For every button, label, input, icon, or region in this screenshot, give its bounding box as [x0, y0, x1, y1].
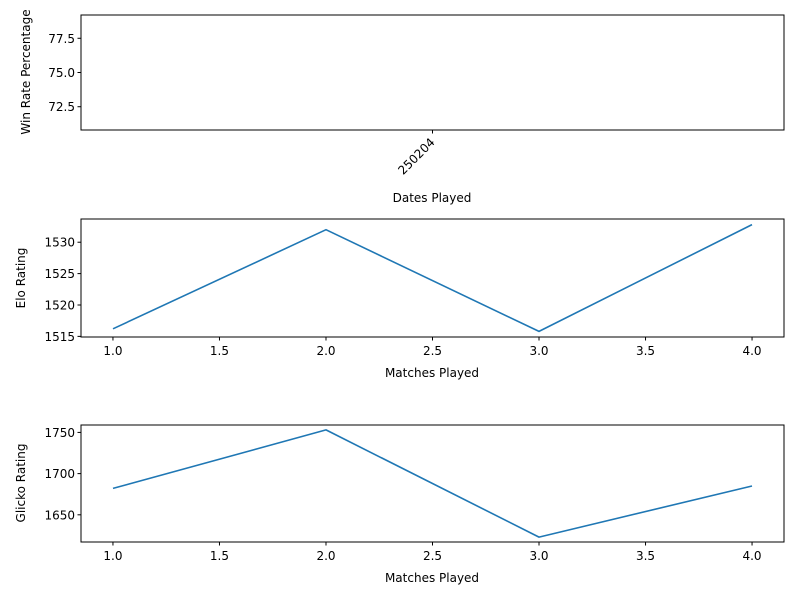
glicko-rating-y-ticks: 1650 1700 1750: [44, 426, 81, 522]
elo-rating-y-ticks: 1515 1520 1525 1530: [44, 236, 81, 344]
elo-rating-y-tick-label: 1525: [44, 267, 75, 281]
win-rate-y-axis-label: Win Rate Percentage: [19, 9, 33, 134]
elo-rating-y-tick-label: 1515: [44, 330, 75, 344]
glicko-rating-x-ticks: 1.0 1.5 2.0 2.5 3.0 3.5 4.0: [103, 542, 762, 563]
glicko-rating-x-tick-label: 3.5: [636, 549, 655, 563]
elo-rating-y-axis-label: Elo Rating: [14, 248, 28, 309]
elo-rating-x-tick-label: 1.0: [103, 344, 122, 358]
glicko-rating-x-tick-label: 2.0: [316, 549, 335, 563]
elo-rating-x-tick-label: 1.5: [210, 344, 229, 358]
glicko-rating-series-line: [112, 429, 753, 538]
glicko-rating-marks: [112, 429, 753, 538]
glicko-rating-y-axis-label: Glicko Rating: [14, 444, 28, 523]
glicko-rating-x-tick-label: 2.5: [423, 549, 442, 563]
elo-rating-x-tick-label: 3.0: [529, 344, 548, 358]
glicko-rating-x-tick-label: 1.0: [103, 549, 122, 563]
elo-rating-x-tick-label: 2.5: [423, 344, 442, 358]
elo-rating-series-line: [112, 223, 753, 333]
elo-rating-x-ticks: 1.0 1.5 2.0 2.5 3.0 3.5 4.0: [103, 337, 762, 358]
elo-rating-marks: [112, 223, 753, 333]
win-rate-y-ticks: 72.5 75.0 77.5: [48, 32, 81, 114]
win-rate-x-axis-label: Dates Played: [393, 191, 472, 205]
glicko-rating-x-axis-label: Matches Played: [385, 571, 479, 585]
glicko-rating-y-tick-label: 1700: [44, 467, 75, 481]
win-rate-y-tick-label: 77.5: [48, 32, 75, 46]
elo-rating-x-tick-label: 4.0: [742, 344, 761, 358]
elo-rating-x-axis-label: Matches Played: [385, 366, 479, 380]
glicko-rating-chart: 1650 1700 1750 1.0 1.5 2.0 2.5 3.0 3.5 4.0 Match…: [14, 424, 785, 585]
glicko-rating-x-tick-label: 4.0: [742, 549, 761, 563]
elo-rating-chart: 1515 1520 1525 1530 1.0 1.5 2.0 2.5 3.0 3.5 4.0 M…: [14, 218, 785, 380]
win-rate-y-tick-label: 75.0: [48, 66, 75, 80]
elo-rating-y-tick-label: 1520: [44, 298, 75, 312]
win-rate-y-tick-label: 72.5: [48, 100, 75, 114]
elo-rating-y-tick-label: 1530: [44, 236, 75, 250]
elo-rating-x-tick-label: 2.0: [316, 344, 335, 358]
glicko-rating-y-tick-label: 1750: [44, 426, 75, 440]
glicko-rating-x-tick-label: 3.0: [529, 549, 548, 563]
elo-rating-x-tick-label: 3.5: [636, 344, 655, 358]
glicko-rating-x-tick-label: 1.5: [210, 549, 229, 563]
glicko-rating-y-tick-label: 1650: [44, 508, 75, 522]
